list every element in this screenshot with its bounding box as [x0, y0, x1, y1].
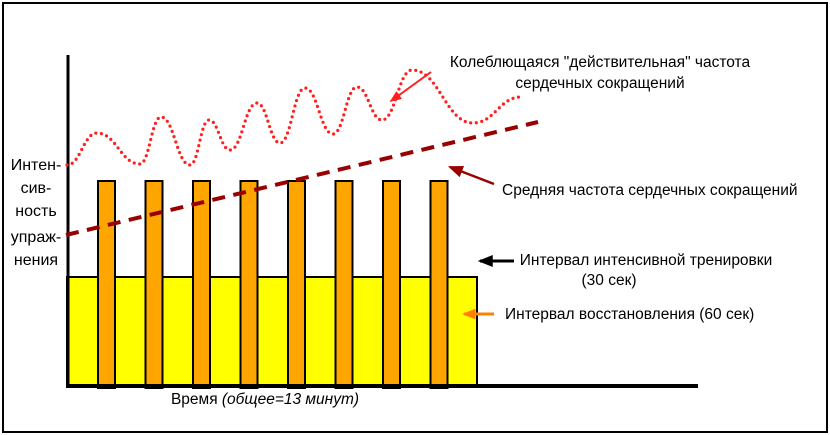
fluctuating-hr-label-line1: Колеблющаяся "действительная" частота [449, 54, 751, 71]
intense-bar [334, 180, 354, 389]
intense-bar [239, 180, 259, 389]
intense-bar [97, 180, 116, 389]
intense-bar [429, 180, 449, 389]
recovery-interval-label: Интервал восстановления (60 сек) [505, 306, 755, 323]
fluctuating-hr-label-line2: сердечных сокращений [515, 75, 685, 92]
intense-interval-label-line2: (30 сек) [581, 272, 637, 289]
intense-bar [287, 180, 306, 389]
x-axis-label-text: Время [170, 391, 222, 408]
average-hr-label: Средняя частота сердечных сокращений [502, 182, 798, 199]
average-hr-arrow [447, 165, 495, 186]
recovery-block [66, 276, 478, 387]
x-axis-label: Время (общее=13 минут) [158, 391, 372, 409]
intense-interval-label-line1: Интервал интенсивной тренировки [519, 252, 773, 269]
actual-hr-curve [65, 68, 523, 167]
average-hr-line [65, 120, 539, 237]
y-axis-label-line: Интен- [10, 157, 62, 174]
fluctuating-hr-label: Колеблющаяся "действительная" частота се… [426, 52, 774, 94]
y-axis-label-line: сив- [20, 180, 52, 197]
y-axis-label-line: ность [15, 203, 57, 220]
intense-bar [382, 180, 401, 389]
fluctuating-hr-arrow [389, 71, 432, 103]
y-axis-label: Интен- сив- ность упраж- нения [6, 154, 66, 272]
x-axis-label-italic: (общее=13 минут) [221, 391, 360, 408]
y-axis-label-line: нения [13, 252, 59, 269]
y-axis-label-line: упраж- [10, 229, 62, 246]
intense-bar [192, 180, 211, 389]
